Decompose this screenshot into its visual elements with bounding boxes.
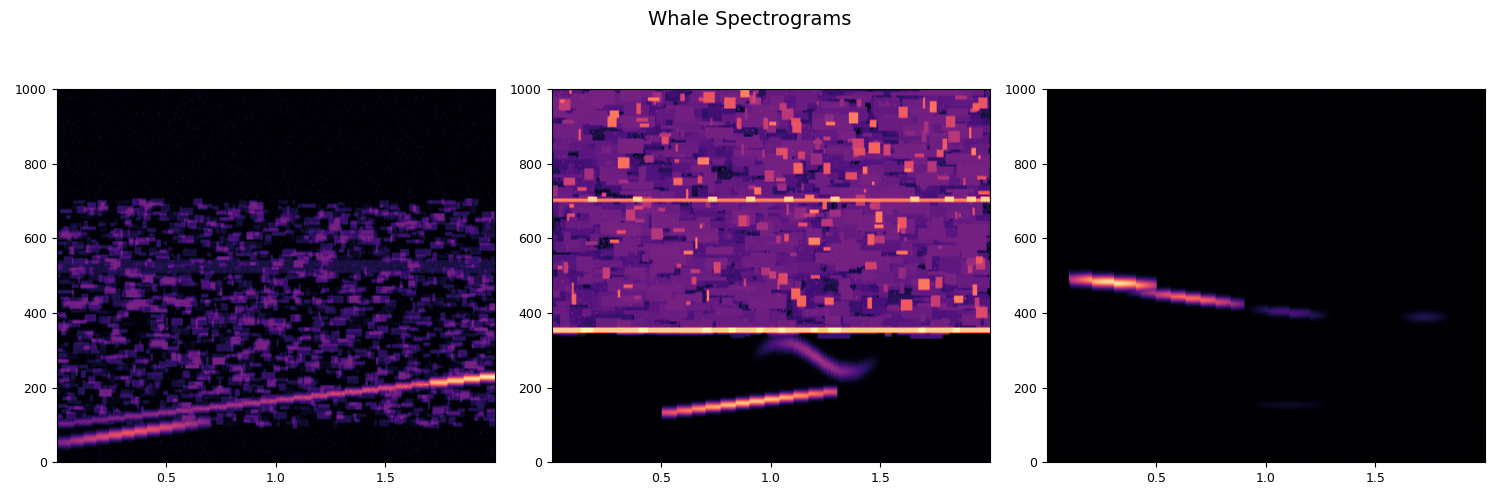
Text: Whale Spectrograms: Whale Spectrograms: [648, 10, 852, 29]
